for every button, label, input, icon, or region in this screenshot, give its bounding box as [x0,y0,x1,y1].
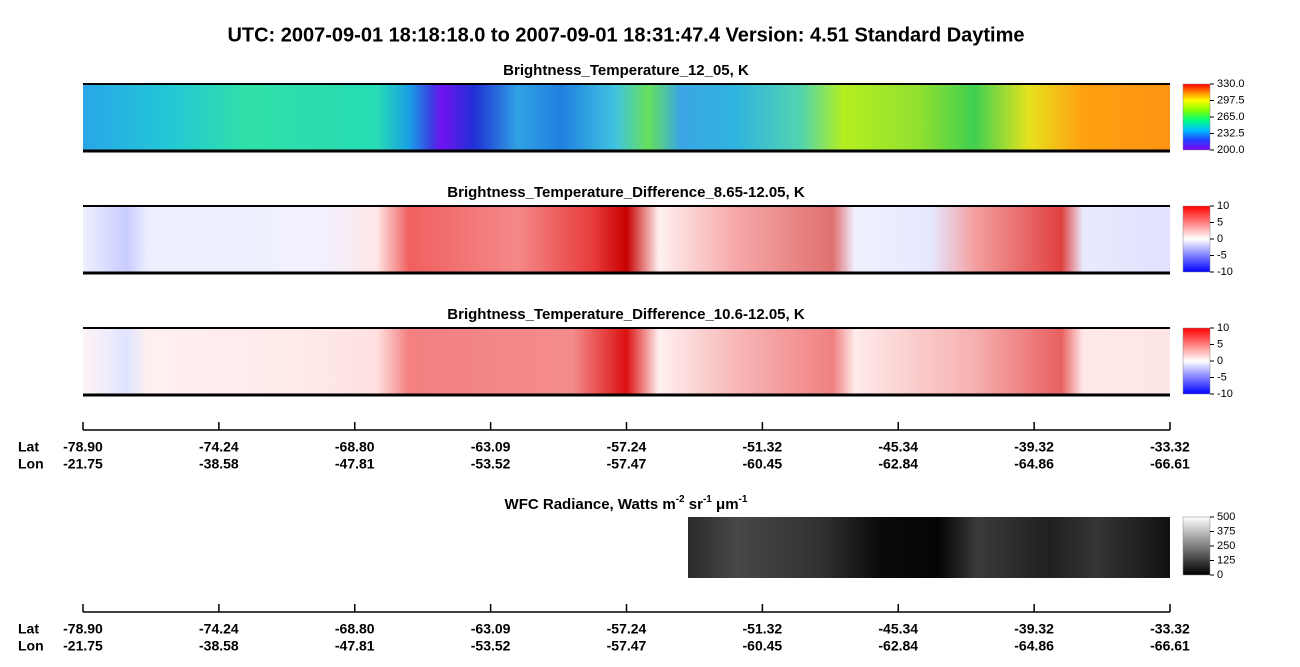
lon-value: -60.45 [743,638,783,654]
colorbar-label: 0 [1217,569,1223,581]
lat-value: -68.80 [335,439,375,455]
panel-title: Brightness_Temperature_Difference_8.65-1… [447,184,805,201]
lat-value: -78.90 [63,621,103,637]
colorbar-label: 265.0 [1217,111,1245,123]
colorbar-label: -10 [1217,388,1233,400]
lon-value: -38.58 [199,456,239,472]
lat-value: -33.32 [1150,439,1190,455]
lat-value: -45.34 [878,439,918,455]
colorbar [1182,205,1211,273]
colorbar-label: 5 [1217,216,1223,228]
colorbar [1182,83,1211,151]
lon-value: -64.86 [1014,456,1054,472]
lon-value: -21.75 [63,638,103,654]
wfc-title-part: μm [712,496,739,513]
lat-value: -39.32 [1014,439,1054,455]
colorbar-label: 250 [1217,540,1235,552]
lat-value: -45.34 [878,621,918,637]
lon-value: -66.61 [1150,638,1190,654]
wfc-title-part: -1 [739,494,748,505]
lat-value: -33.32 [1150,621,1190,637]
colorbar-label: -5 [1217,249,1227,261]
lat-value: -39.32 [1014,621,1054,637]
lon-value: -21.75 [63,456,103,472]
wfc-title-part: sr [685,496,704,513]
lon-value: -53.52 [471,638,511,654]
lat-value: -57.24 [607,439,647,455]
wfc-title-part: -2 [676,494,685,505]
colorbar-label: 10 [1217,322,1229,334]
colorbar-label: 232.5 [1217,127,1245,139]
wfc-image [688,517,1170,578]
page-title: UTC: 2007-09-01 18:18:18.0 to 2007-09-01… [227,24,1024,46]
lat-value: -68.80 [335,621,375,637]
colorbar [1182,516,1211,576]
colorbar-label: 0 [1217,355,1223,367]
lon-value: -62.84 [878,456,918,472]
lat-label: Lat [18,439,39,455]
lon-value: -60.45 [743,456,783,472]
lat-label: Lat [18,621,39,637]
lon-value: -47.81 [335,456,375,472]
lon-value: -57.47 [607,456,647,472]
lon-value: -47.81 [335,638,375,654]
colorbar-label: 500 [1217,511,1235,523]
image-strip [83,84,1170,151]
wfc-title-part: -1 [703,494,712,505]
lat-value: -51.32 [743,621,783,637]
lat-value: -51.32 [743,439,783,455]
panel-title: Brightness_Temperature_Difference_10.6-1… [447,306,805,323]
lat-value: -63.09 [471,621,511,637]
lat-value: -74.24 [199,621,239,637]
image-strip [83,328,1170,395]
wfc-title-part: WFC Radiance, Watts m [505,496,676,513]
image-strip [83,206,1170,273]
lon-label: Lon [18,638,44,654]
lon-value: -57.47 [607,638,647,654]
lon-value: -64.86 [1014,638,1054,654]
colorbar-label: -5 [1217,371,1227,383]
colorbar-label: 0 [1217,233,1223,245]
panel-title: Brightness_Temperature_12_05, K [503,62,749,79]
lon-label: Lon [18,456,44,472]
colorbar-label: 297.5 [1217,94,1245,106]
colorbar-label: 5 [1217,338,1223,350]
colorbar-label: 125 [1217,554,1235,566]
wfc-title: WFC Radiance, Watts m-2 sr-1 μm-1 [505,494,748,513]
lat-value: -74.24 [199,439,239,455]
lat-value: -57.24 [607,621,647,637]
colorbar-label: 10 [1217,200,1229,212]
lat-value: -63.09 [471,439,511,455]
lon-value: -66.61 [1150,456,1190,472]
lon-value: -38.58 [199,638,239,654]
lon-value: -62.84 [878,638,918,654]
lon-value: -53.52 [471,456,511,472]
colorbar-label: 200.0 [1217,144,1245,156]
lat-value: -78.90 [63,439,103,455]
colorbar-label: 330.0 [1217,78,1245,90]
colorbar [1182,327,1211,395]
colorbar-label: 375 [1217,525,1235,537]
colorbar-label: -10 [1217,266,1233,278]
